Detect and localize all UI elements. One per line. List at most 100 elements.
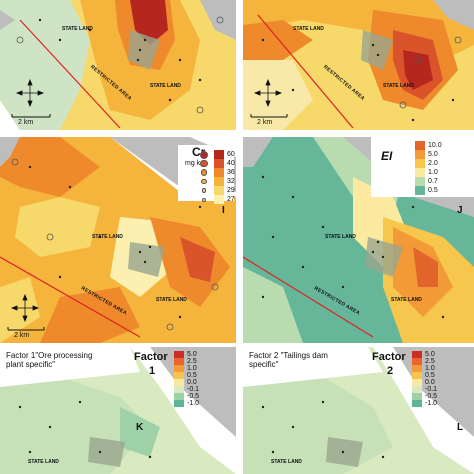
legend-label: 0.5 <box>425 371 435 379</box>
legend-label: 32 <box>227 177 235 185</box>
scale-label: 2 km <box>18 119 34 126</box>
legend-swatch <box>412 386 422 393</box>
map-panel-factor1: Factor 1"Ore processing plant specific" … <box>0 347 236 474</box>
legend-swatch <box>412 351 422 358</box>
legend-swatch <box>214 159 224 168</box>
map-surface <box>243 347 474 474</box>
map-panel-top-left: STATE LAND STATE LAND RESTRICTED AREA 2 … <box>0 0 236 130</box>
legend-title: Factor <box>372 351 406 363</box>
legend-dot <box>201 178 207 185</box>
legend-label: 0.0 <box>187 378 197 386</box>
map-panel-top-right: STATE LAND STATE LAND RESTRICTED AREA 2 … <box>243 0 474 130</box>
legend: Factor 2 5.0 2.5 1.0 0.5 0.0 -0.1 -0.5 -1.0 <box>364 347 474 407</box>
legend-swatch <box>412 393 422 400</box>
legend-swatch <box>415 168 425 177</box>
state-land-label: STATE LAND <box>28 459 59 465</box>
legend: Cr mg kg 60 40 36 32 29 27 <box>178 145 235 204</box>
legend-label: 1.0 <box>425 364 435 372</box>
state-land-label: STATE LAND <box>92 234 123 240</box>
legend-dot <box>200 169 208 176</box>
panel-letter: I <box>222 205 225 216</box>
map-surface <box>0 137 236 343</box>
legend-swatch <box>415 177 425 186</box>
legend-swatch <box>214 177 224 186</box>
legend-swatch <box>174 393 184 400</box>
legend-swatch <box>412 372 422 379</box>
legend-dot <box>200 159 208 168</box>
legend-swatch <box>412 379 422 386</box>
legend-swatch <box>412 400 422 407</box>
legend-swatch <box>214 186 224 195</box>
state-land-label: STATE LAND <box>293 26 324 32</box>
factor-description: Factor 2 "Tailings dam specific" <box>249 351 328 369</box>
factor-description: Factor 1"Ore processing plant specific" <box>6 351 93 369</box>
legend-label: 0.5 <box>187 371 197 379</box>
legend-swatch <box>415 186 425 195</box>
legend-label: 29 <box>227 186 235 194</box>
legend-label: 5.0 <box>425 350 435 358</box>
north-arrow-icon <box>10 293 40 323</box>
panel-letter: L <box>457 422 464 433</box>
legend-label: 2.0 <box>428 159 438 167</box>
legend-label: 40 <box>227 159 235 167</box>
legend-label: -0.1 <box>425 385 438 393</box>
legend-swatch <box>415 141 425 150</box>
map-panel-cr: STATE LAND STATE LAND RESTRICTED AREA 2 … <box>0 137 236 343</box>
legend-label: -1.0 <box>425 399 438 407</box>
legend-title: Factor <box>134 351 168 363</box>
legend-subtitle: 1 <box>149 365 156 377</box>
legend-label: 5.0 <box>428 150 438 158</box>
panel-letter: K <box>136 422 144 433</box>
legend: Factor 1 5.0 2.5 1.0 0.5 0.0 -0.1 -0.5 -1.0 <box>126 347 236 407</box>
legend-swatch <box>214 168 224 177</box>
state-land-label: STATE LAND <box>325 234 356 240</box>
legend-label: 1.0 <box>428 168 438 176</box>
state-land-label-2: STATE LAND <box>391 297 422 303</box>
state-land-label: STATE LAND <box>62 26 93 32</box>
legend-label: -0.5 <box>187 392 200 400</box>
legend: EI 10.0 5.0 2.0 1.0 0.7 0.5 <box>371 137 474 197</box>
north-arrow-icon <box>253 78 283 108</box>
legend-swatch <box>415 150 425 159</box>
legend-swatch <box>174 379 184 386</box>
legend-label: 36 <box>227 168 235 176</box>
legend-label: 1.0 <box>187 364 197 372</box>
legend-label: 0.7 <box>428 177 438 185</box>
legend-dot <box>201 188 207 193</box>
legend-label: 0.0 <box>425 378 435 386</box>
legend-swatch <box>412 365 422 372</box>
map-surface <box>0 0 236 130</box>
legend-swatch <box>174 386 184 393</box>
legend-label: 0.5 <box>428 186 438 194</box>
state-land-label: STATE LAND <box>271 459 302 465</box>
legend-swatch <box>174 372 184 379</box>
legend-label: 5.0 <box>187 350 197 358</box>
map-panel-factor2: Factor 2 "Tailings dam specific" STATE L… <box>243 347 474 474</box>
map-surface <box>0 347 236 474</box>
legend-dot <box>202 197 206 202</box>
map-surface <box>243 0 474 130</box>
legend-label: -0.1 <box>187 385 200 393</box>
legend-dot <box>200 150 208 159</box>
legend-label: 2.5 <box>425 357 435 365</box>
legend-label: -0.5 <box>425 392 438 400</box>
state-land-label-2: STATE LAND <box>156 297 187 303</box>
legend-swatch <box>415 159 425 168</box>
scale-label: 2 km <box>257 119 273 126</box>
panel-letter: J <box>457 205 463 216</box>
legend-label: 10.0 <box>428 141 442 149</box>
legend-swatch <box>174 365 184 372</box>
legend-swatch <box>174 358 184 365</box>
legend-swatch <box>174 400 184 407</box>
legend-swatch <box>214 150 224 159</box>
legend-title: EI <box>381 149 393 163</box>
state-land-label-2: STATE LAND <box>383 83 414 89</box>
map-panel-ei: STATE LAND STATE LAND RESTRICTED AREA J … <box>243 137 474 343</box>
legend-subtitle: 2 <box>387 365 394 377</box>
legend-swatch <box>174 351 184 358</box>
legend-label: 60 <box>227 150 235 158</box>
state-land-label-2: STATE LAND <box>150 83 181 89</box>
north-arrow-icon <box>15 78 45 108</box>
legend-label: -1.0 <box>187 399 200 407</box>
legend-label: 27 <box>227 195 235 203</box>
